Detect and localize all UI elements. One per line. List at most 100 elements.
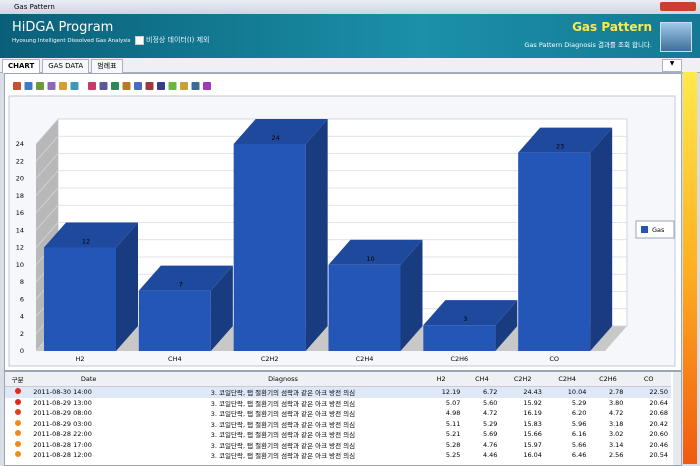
value-cell: 5.21 [445, 430, 461, 439]
window-buttons[interactable] [660, 2, 696, 11]
legend-box [635, 220, 675, 239]
toolbar-button[interactable] [111, 82, 119, 90]
bar-front [138, 290, 211, 351]
value-cell: 5.96 [571, 419, 587, 428]
date-cell: 2011-08-29 03:00 [33, 419, 92, 428]
value-cell: 4.72 [608, 409, 624, 418]
computer-icon [660, 22, 692, 52]
bar-front [423, 325, 496, 351]
value-cell: 5.28 [445, 440, 461, 449]
grid-line [35, 135, 627, 162]
value-cell: 5.29 [571, 398, 587, 407]
status-dot [14, 430, 21, 437]
value-cell: 20.60 [649, 430, 668, 439]
status-dot [14, 388, 21, 395]
chart: 02468101214161820222412H27CH424C2H210C2H… [8, 82, 676, 367]
y-tick-label: 18 [16, 192, 24, 200]
value-cell: 16.19 [523, 409, 542, 418]
column-header: 구분 [5, 372, 31, 387]
table-row[interactable]: 2011-08-30 14:00 3. 코일단락, 탭 절환기의 섬락과 같은 아… [5, 386, 671, 398]
header-row: 구분 Date Diagnoss H2 CH4 C2H2 C2H4 C2H6 CO [5, 372, 671, 387]
toolbar-button[interactable] [145, 82, 154, 90]
value-cell: 5.11 [445, 419, 461, 428]
tab[interactable]: 범례표 [91, 59, 123, 73]
value-cell: 3.14 [608, 440, 624, 449]
page-description: Gas Pattern Diagnosis 결과를 조회 합니다. [524, 41, 652, 49]
app-subtitle: Hyosung Intelligent Dissolved Gas Analys… [12, 38, 131, 44]
table-row[interactable]: 2011-08-29 13:00 3. 코일단락, 탭 절환기의 섬락과 같은 아… [5, 398, 671, 409]
value-cell: 16.04 [523, 451, 542, 460]
value-cell: 20.54 [649, 451, 668, 460]
diagnosis-cell: 3. 코일단락, 탭 절환기의 섬락과 같은 아크 방전 의심 [210, 399, 356, 408]
toolbar-button[interactable] [47, 82, 56, 90]
status-cell [5, 419, 30, 430]
value-cell: 4.98 [445, 409, 461, 418]
column-header: CH4 [463, 372, 501, 387]
table-row[interactable]: 2011-08-28 12:00 3. 코일단락, 탭 절환기의 섬락과 같은 아… [5, 450, 671, 461]
toolbar-button[interactable] [203, 82, 211, 90]
app-name: HiDGA Program [12, 20, 114, 35]
toolbar-button[interactable] [134, 82, 142, 90]
value-cell: 3.80 [608, 398, 624, 407]
toolbar-button[interactable] [180, 82, 188, 90]
value-cell: 5.69 [482, 430, 498, 439]
status-dot [14, 419, 21, 426]
toolbar-button[interactable] [157, 82, 165, 90]
page-title: Gas Pattern [572, 20, 652, 34]
diagnosis-cell: 3. 코일단락, 탭 절환기의 섬락과 같은 아크 방전 의심 [210, 452, 356, 461]
column-header: C2H2 [500, 372, 545, 387]
legend-label: Gas [652, 226, 665, 234]
column-header: CO [626, 372, 671, 387]
toolbar-button[interactable] [13, 82, 21, 90]
bar-front [44, 247, 116, 351]
table-row[interactable]: 2011-08-28 22:00 3. 코일단락, 탭 절환기의 섬락과 같은 아… [5, 429, 671, 440]
status-dot [14, 440, 21, 447]
status-cell [5, 450, 30, 461]
diagnosis-cell: 3. 코일단락, 탭 절환기의 섬락과 같은 아크 방전 의심 [210, 431, 356, 440]
value-cell: 20.46 [649, 440, 668, 449]
bar [518, 127, 613, 351]
toolbar-button[interactable] [70, 82, 79, 90]
status-dot [14, 398, 21, 405]
y-tick-label: 10 [16, 261, 24, 269]
toolbar-button[interactable] [122, 82, 131, 90]
toolbar-button[interactable] [191, 82, 200, 90]
date-cell: 2011-08-28 12:00 [33, 451, 92, 460]
toolbar-button[interactable] [88, 82, 96, 90]
table-row[interactable]: 2011-08-29 08:00 3. 코일단락, 탭 절환기의 섬락과 같은 아… [5, 408, 671, 419]
tab[interactable]: CHART [2, 59, 41, 73]
bar-side [116, 222, 138, 351]
toolbar-button[interactable] [24, 82, 33, 90]
status-cell [5, 440, 30, 451]
value-cell: 3.02 [608, 430, 624, 439]
date-cell: 2011-08-30 14:00 [33, 388, 92, 397]
bar-top [518, 127, 613, 153]
grid-line [35, 187, 627, 214]
bar-side [495, 300, 518, 351]
table-row[interactable]: 2011-08-28 17:00 3. 코일단락, 탭 절환기의 섬락과 같은 아… [5, 440, 671, 451]
tab[interactable]: GAS DATA [42, 59, 90, 73]
value-label: 23 [556, 143, 564, 151]
bar-side [400, 239, 423, 351]
data-table: 구분 Date Diagnoss H2 CH4 C2H2 C2H4 C2H6 CO 2011-08… [5, 372, 671, 461]
y-tick-label: 4 [20, 313, 24, 321]
toolbar-button[interactable] [36, 82, 44, 90]
bar-top [423, 300, 518, 326]
x-tick-label: H2 [75, 355, 84, 363]
value-cell: 20.68 [649, 409, 668, 418]
toolbar-button[interactable] [168, 82, 177, 90]
table-row[interactable]: 2011-08-29 03:00 3. 코일단락, 탭 절환기의 섬락과 같은 아… [5, 419, 671, 430]
color-strip [683, 72, 697, 464]
diagnosis-cell: 3. 코일단락, 탭 절환기의 섬락과 같은 아크 방전 의심 [210, 441, 356, 450]
toolbar-button[interactable] [59, 82, 67, 90]
value-cell: 20.42 [649, 419, 668, 428]
dropdown-button[interactable]: ▼ [662, 59, 682, 72]
checkbox[interactable] [135, 36, 144, 45]
x-tick-label: CH4 [168, 355, 182, 363]
value-cell: 15.97 [523, 440, 542, 449]
status-dot [14, 451, 21, 458]
bar [44, 222, 138, 351]
toolbar-button[interactable] [99, 82, 108, 90]
checkbox-label[interactable]: 비정상 데이터(I) 제외 [146, 36, 210, 44]
scrollbar[interactable] [673, 372, 681, 465]
